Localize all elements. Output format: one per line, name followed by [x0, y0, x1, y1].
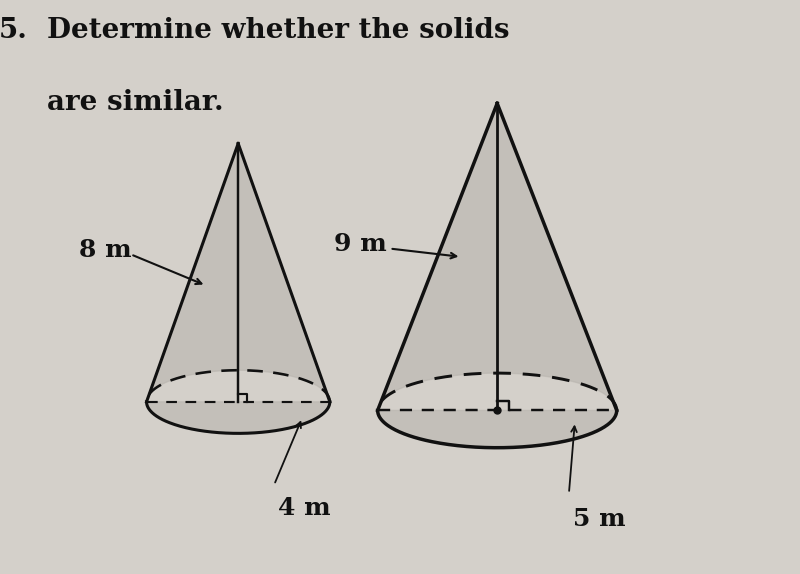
Text: 5.: 5.	[0, 17, 28, 44]
Polygon shape	[378, 103, 617, 410]
Text: Determine whether the solids: Determine whether the solids	[47, 17, 510, 44]
Text: 9 m: 9 m	[334, 232, 386, 256]
Polygon shape	[146, 144, 330, 402]
Polygon shape	[146, 402, 330, 433]
Polygon shape	[378, 410, 617, 448]
Text: 5 m: 5 m	[573, 507, 626, 532]
Text: are similar.: are similar.	[47, 89, 223, 116]
Text: 4 m: 4 m	[278, 496, 330, 520]
Text: 8 m: 8 m	[79, 238, 131, 262]
